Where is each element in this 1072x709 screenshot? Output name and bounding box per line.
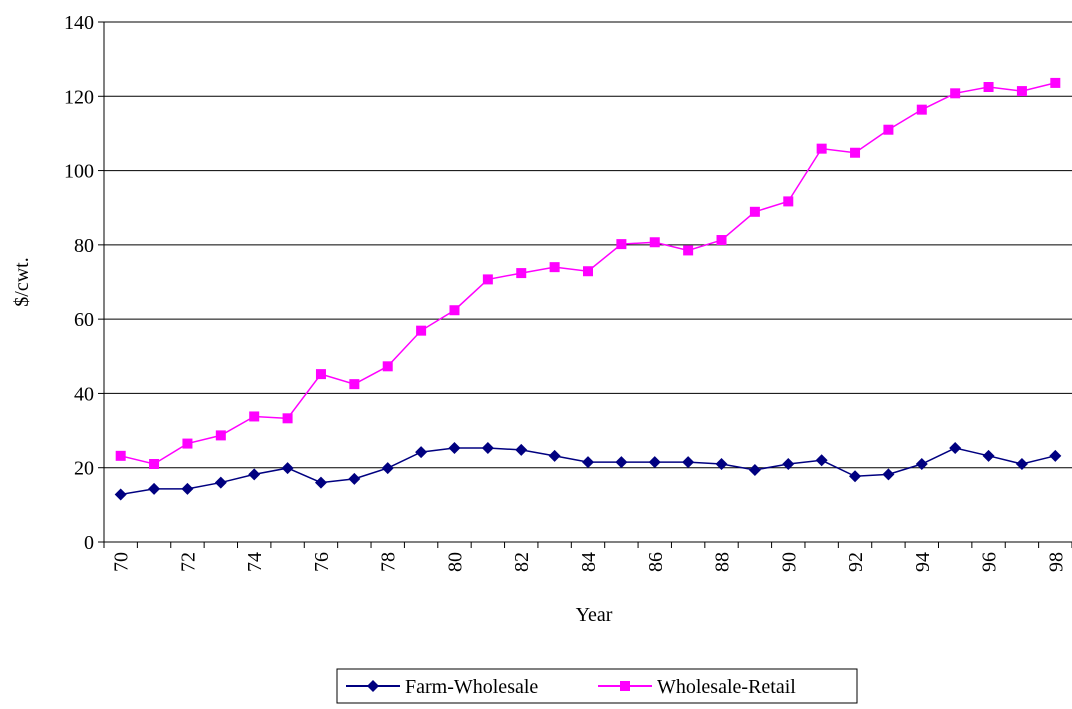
legend-box xyxy=(336,668,858,704)
data-point-farm-wholesale-83 xyxy=(548,449,561,462)
legend-label-farm-wholesale: Farm-Wholesale xyxy=(405,676,538,698)
x-tick-label-74: 74 xyxy=(244,552,266,572)
gridlines xyxy=(104,21,1072,469)
data-point-wholesale-retail-83 xyxy=(549,262,560,273)
data-point-wholesale-retail-93 xyxy=(883,124,894,135)
data-point-wholesale-retail-73 xyxy=(215,430,226,441)
data-point-wholesale-retail-91 xyxy=(816,143,827,154)
legend: Farm-Wholesale Wholesale-Retail xyxy=(336,668,858,704)
series-farm-wholesale xyxy=(114,442,1062,501)
series-wholesale-retail xyxy=(115,77,1061,469)
data-point-farm-wholesale-73 xyxy=(214,476,227,489)
data-point-wholesale-retail-70 xyxy=(115,450,126,461)
data-point-farm-wholesale-85 xyxy=(615,456,628,469)
legend-diamond-icon xyxy=(367,680,379,692)
data-point-wholesale-retail-87 xyxy=(683,245,694,256)
data-point-wholesale-retail-80 xyxy=(449,305,460,316)
x-tick-label-70: 70 xyxy=(111,552,133,572)
data-point-wholesale-retail-96 xyxy=(983,82,994,92)
data-point-farm-wholesale-77 xyxy=(348,472,361,485)
x-tick-label-90: 90 xyxy=(778,552,800,572)
legend-item-wholesale-retail: Wholesale-Retail xyxy=(598,676,796,698)
data-point-farm-wholesale-79 xyxy=(415,446,428,459)
data-point-farm-wholesale-97 xyxy=(1015,458,1028,470)
y-tick-label-1: 20 xyxy=(74,458,94,480)
x-tick-label-82: 82 xyxy=(511,552,533,572)
data-point-wholesale-retail-88 xyxy=(716,235,727,246)
y-tick-label-2: 40 xyxy=(74,383,94,405)
data-point-wholesale-retail-98 xyxy=(1050,77,1061,88)
legend-square-icon xyxy=(620,681,630,691)
x-tick-label-84: 84 xyxy=(578,552,600,572)
data-point-wholesale-retail-84 xyxy=(583,266,593,277)
legend-item-farm-wholesale: Farm-Wholesale xyxy=(346,676,538,698)
x-tick-label-92: 92 xyxy=(845,552,867,572)
data-point-wholesale-retail-75 xyxy=(282,413,293,424)
data-point-farm-wholesale-91 xyxy=(815,454,828,467)
series-layer xyxy=(114,77,1062,501)
data-point-wholesale-retail-71 xyxy=(149,459,160,469)
series-line-farm-wholesale xyxy=(120,447,1056,496)
data-point-farm-wholesale-89 xyxy=(748,463,761,476)
data-point-farm-wholesale-80 xyxy=(448,442,461,455)
data-point-wholesale-retail-97 xyxy=(1016,86,1027,97)
data-point-wholesale-retail-94 xyxy=(916,104,927,115)
data-point-farm-wholesale-82 xyxy=(515,443,528,456)
y-tick-label-5: 100 xyxy=(64,161,94,183)
data-point-wholesale-retail-76 xyxy=(315,369,326,380)
x-tick-label-72: 72 xyxy=(177,552,199,572)
data-point-wholesale-retail-81 xyxy=(482,274,493,285)
data-point-wholesale-retail-79 xyxy=(416,325,427,336)
data-point-wholesale-retail-78 xyxy=(382,361,393,372)
data-point-farm-wholesale-78 xyxy=(381,462,394,475)
data-point-farm-wholesale-71 xyxy=(148,482,161,495)
data-point-farm-wholesale-72 xyxy=(181,482,194,495)
data-point-farm-wholesale-76 xyxy=(314,476,327,489)
data-point-farm-wholesale-95 xyxy=(949,442,962,455)
data-point-wholesale-retail-85 xyxy=(616,239,627,250)
x-axis-label: Year xyxy=(576,604,613,626)
data-point-farm-wholesale-70 xyxy=(114,488,127,501)
y-tick-label-6: 120 xyxy=(64,86,94,108)
x-tick-label-98: 98 xyxy=(1045,552,1067,572)
data-point-farm-wholesale-75 xyxy=(281,462,294,475)
data-point-farm-wholesale-90 xyxy=(782,458,795,470)
x-tick-label-86: 86 xyxy=(645,552,667,572)
data-point-wholesale-retail-74 xyxy=(249,411,260,422)
data-point-farm-wholesale-94 xyxy=(915,458,928,470)
x-tick-label-78: 78 xyxy=(378,552,400,572)
data-point-farm-wholesale-96 xyxy=(982,449,995,462)
legend-label-wholesale-retail: Wholesale-Retail xyxy=(657,676,796,698)
data-point-farm-wholesale-74 xyxy=(248,468,261,481)
data-point-farm-wholesale-92 xyxy=(849,470,862,483)
y-tick-label-4: 80 xyxy=(74,235,94,257)
data-point-farm-wholesale-81 xyxy=(481,442,494,455)
data-point-wholesale-retail-89 xyxy=(749,206,760,217)
data-point-wholesale-retail-86 xyxy=(649,237,660,248)
data-point-wholesale-retail-82 xyxy=(516,268,527,279)
x-tick-label-88: 88 xyxy=(712,552,734,572)
x-tick-label-96: 96 xyxy=(979,552,1001,572)
x-tick-label-76: 76 xyxy=(311,552,333,572)
data-point-farm-wholesale-84 xyxy=(582,456,594,469)
y-tick-label-3: 60 xyxy=(74,309,94,331)
data-point-wholesale-retail-92 xyxy=(850,147,861,158)
y-axis-label: $/cwt. xyxy=(11,257,33,306)
data-point-farm-wholesale-87 xyxy=(682,456,695,469)
data-point-wholesale-retail-72 xyxy=(182,438,193,449)
data-point-farm-wholesale-93 xyxy=(882,468,895,481)
data-point-wholesale-retail-95 xyxy=(950,88,961,99)
x-tick-label-80: 80 xyxy=(444,552,466,572)
data-point-wholesale-retail-90 xyxy=(783,196,794,207)
axes: 0 20 40 60 80 100 120 140 70 72 74 76 78 80 82 84 86 88 90… xyxy=(64,12,1072,572)
y-tick-label-0: 0 xyxy=(84,532,94,554)
data-point-farm-wholesale-86 xyxy=(648,456,661,469)
data-point-wholesale-retail-77 xyxy=(349,379,360,390)
y-tick-label-7: 140 xyxy=(64,12,94,34)
data-point-farm-wholesale-98 xyxy=(1049,449,1062,462)
data-point-farm-wholesale-88 xyxy=(715,458,728,470)
x-tick-label-94: 94 xyxy=(912,552,934,572)
